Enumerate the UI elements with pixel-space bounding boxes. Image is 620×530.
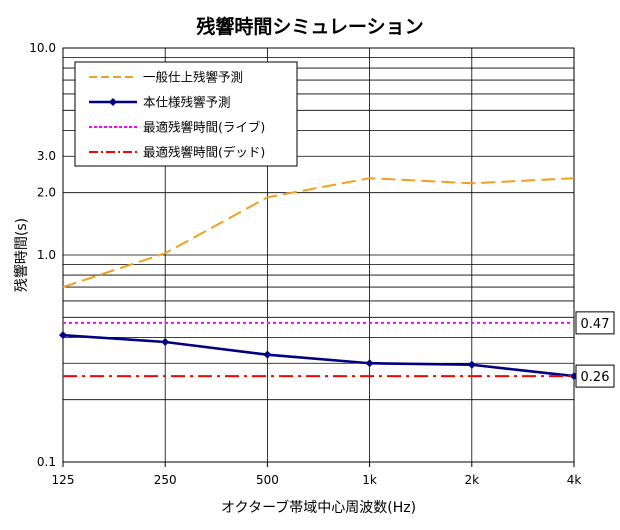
x-axis-label: オクターブ帯域中心周波数(Hz) — [221, 499, 416, 516]
y-tick-label: 3.0 — [37, 149, 56, 163]
legend-entry: 本仕様残響予測 — [143, 95, 231, 110]
y-tick-label: 2.0 — [37, 186, 56, 200]
legend-box — [74, 61, 298, 167]
chart-title: 残響時間シミュレーション — [196, 15, 423, 38]
y-axis-label: 残響時間(s) — [13, 218, 30, 292]
callout-box — [575, 364, 615, 388]
y-tick-label: 1.0 — [37, 248, 56, 262]
series-point — [59, 331, 67, 340]
x-tick-label: 4k — [567, 473, 582, 487]
legend-entry: 最適残響時間(デッド) — [143, 145, 265, 160]
y-tick-label: 10.0 — [29, 41, 56, 55]
y-axis-ticks: 10.0 3.0 2.0 1.0 0.1 — [29, 41, 56, 469]
series-point — [365, 359, 374, 368]
y-tick-label: 0.1 — [37, 455, 56, 469]
x-axis-ticks: 125 250 500 1k 2k 4k — [52, 462, 582, 487]
callout-label: 0.26 — [581, 370, 610, 385]
x-tick-label: 125 — [52, 473, 75, 487]
legend-entry: 一般仕上残響予測 — [143, 70, 243, 85]
callout-box — [575, 311, 615, 335]
series-point — [263, 350, 272, 359]
legend-entry: 最適残響時間(ライブ) — [143, 120, 265, 135]
callout-label: 0.47 — [581, 317, 610, 332]
x-tick-label: 500 — [256, 473, 279, 487]
legend-marker — [109, 98, 117, 106]
series-point — [467, 360, 476, 369]
x-tick-label: 1k — [362, 473, 377, 487]
x-tick-label: 2k — [465, 473, 480, 487]
callouts: 0.47 0.26 — [575, 311, 615, 388]
series-layer — [59, 177, 578, 381]
plot-area — [62, 47, 575, 463]
x-tick-label: 250 — [154, 473, 177, 487]
series-line-2 — [62, 333, 575, 378]
series-line-1 — [62, 177, 575, 289]
series-point — [161, 337, 170, 346]
